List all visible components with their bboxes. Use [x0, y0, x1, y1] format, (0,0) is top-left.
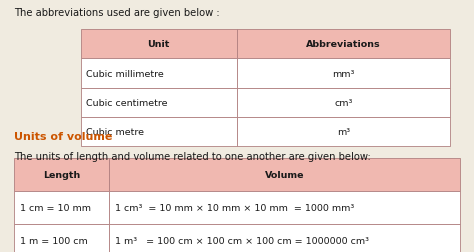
FancyBboxPatch shape	[81, 59, 237, 88]
Text: The units of length and volume related to one another are given below:: The units of length and volume related t…	[14, 151, 371, 161]
Text: Cubic metre: Cubic metre	[86, 127, 144, 136]
FancyBboxPatch shape	[109, 192, 460, 224]
FancyBboxPatch shape	[81, 117, 237, 146]
Text: 1 cm³  = 10 mm × 10 mm × 10 mm  = 1000 mm³: 1 cm³ = 10 mm × 10 mm × 10 mm = 1000 mm³	[115, 203, 354, 212]
FancyBboxPatch shape	[109, 159, 460, 192]
Text: Abbreviations: Abbreviations	[306, 40, 381, 49]
FancyBboxPatch shape	[14, 192, 109, 224]
FancyBboxPatch shape	[81, 30, 237, 59]
FancyBboxPatch shape	[237, 59, 450, 88]
Text: cm³: cm³	[335, 98, 353, 107]
FancyBboxPatch shape	[81, 88, 237, 117]
Text: m³: m³	[337, 127, 350, 136]
FancyBboxPatch shape	[237, 117, 450, 146]
Text: 1 cm = 10 mm: 1 cm = 10 mm	[20, 203, 91, 212]
Text: 1 m = 100 cm: 1 m = 100 cm	[20, 236, 88, 245]
FancyBboxPatch shape	[14, 159, 109, 192]
FancyBboxPatch shape	[109, 224, 460, 252]
Text: Cubic millimetre: Cubic millimetre	[86, 69, 164, 78]
FancyBboxPatch shape	[237, 30, 450, 59]
Text: 1 m³   = 100 cm × 100 cm × 100 cm = 1000000 cm³: 1 m³ = 100 cm × 100 cm × 100 cm = 100000…	[115, 236, 369, 245]
Text: Volume: Volume	[264, 171, 304, 180]
FancyBboxPatch shape	[237, 88, 450, 117]
Text: Cubic centimetre: Cubic centimetre	[86, 98, 168, 107]
Text: The abbreviations used are given below :: The abbreviations used are given below :	[14, 8, 220, 18]
Text: Unit: Unit	[147, 40, 170, 49]
Text: Units of volume: Units of volume	[14, 131, 113, 141]
FancyBboxPatch shape	[14, 224, 109, 252]
Text: Length: Length	[43, 171, 80, 180]
Text: mm³: mm³	[332, 69, 355, 78]
